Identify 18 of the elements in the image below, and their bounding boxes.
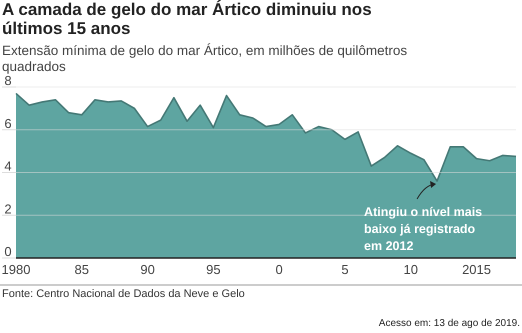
x-tick-label: 2015 xyxy=(462,262,491,277)
x-tick-label: 5 xyxy=(341,262,349,277)
chart-subtitle: Extensão mínima de gelo do mar Ártico, em milhões de quilômetros quadrados xyxy=(2,43,408,74)
y-tick-label: 0 xyxy=(4,244,12,259)
y-tick-label: 2 xyxy=(4,201,12,216)
annotation: Atingiu o nível mais baixo já registrado em 2012 xyxy=(364,205,482,254)
x-tick-label: 95 xyxy=(206,262,221,277)
y-tick-label: 4 xyxy=(4,158,12,174)
text: Acesso em: 13 de ago de 2019. xyxy=(378,318,520,329)
source-note: Fonte: Centro Nacional de Dados da Neve e Gelo xyxy=(2,288,245,300)
y-tick-label: 8 xyxy=(4,73,12,88)
chart-title: A camada de gelo do mar Ártico diminuiu nos últimos 15 anos xyxy=(2,0,372,38)
x-tick-label: 10 xyxy=(404,262,418,277)
y-tick-label: 6 xyxy=(4,116,12,131)
x-tick-label: 0 xyxy=(276,262,283,277)
x-tick-label: 90 xyxy=(140,262,155,277)
x-tick-label: 1980 xyxy=(2,262,30,277)
x-tick-label: 85 xyxy=(74,262,90,277)
